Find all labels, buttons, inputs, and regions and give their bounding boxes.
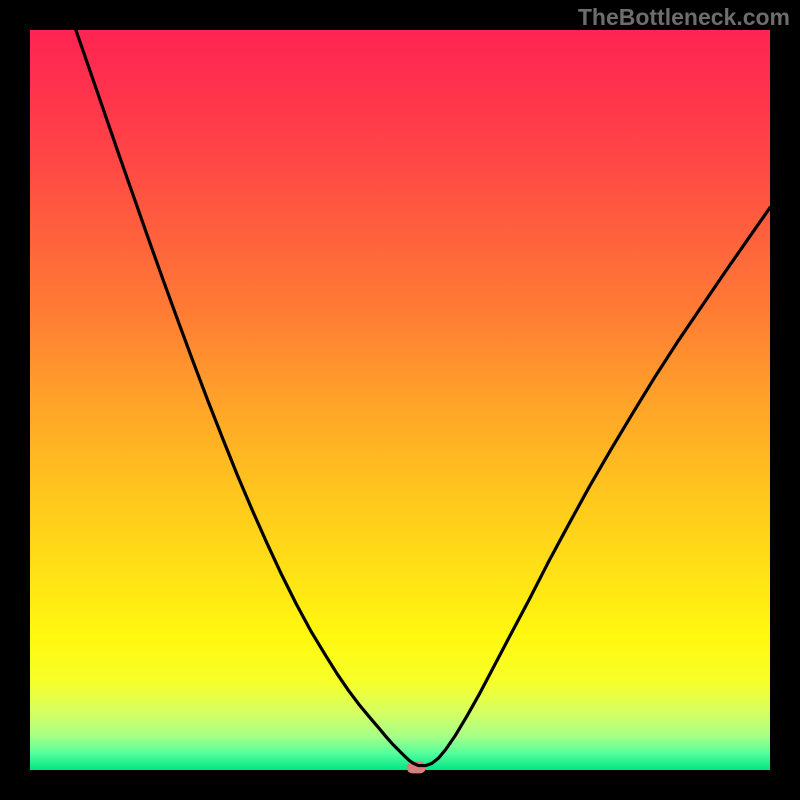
frame-right [770,0,800,800]
chart-figure: TheBottleneck.com [0,0,800,800]
plot-background [30,30,770,770]
chart-svg [0,0,800,800]
frame-bottom [0,770,800,800]
frame-top [0,0,800,30]
frame-left [0,0,30,800]
